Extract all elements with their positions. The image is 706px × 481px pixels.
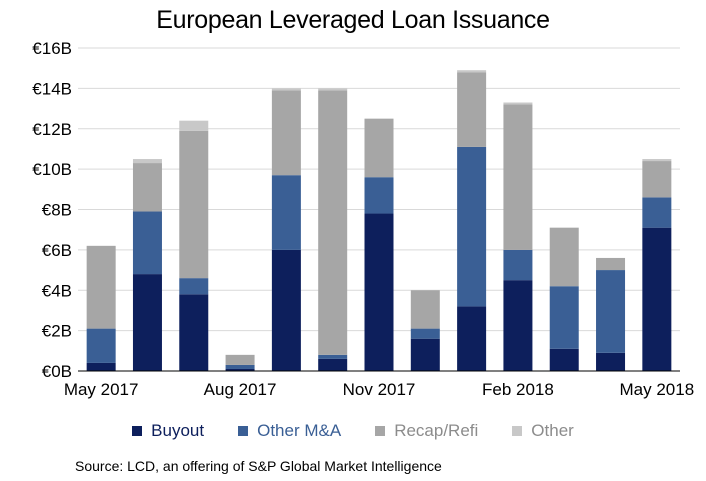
bar-segment [410,338,440,371]
bar-segment [549,286,579,349]
bar-segment [503,249,533,281]
bar-segment [549,348,579,371]
legend-label: Other [531,421,574,440]
x-tick-label: Nov 2017 [343,380,416,399]
bar-segment [271,90,301,176]
bar-segment [132,274,162,371]
bar-segment [318,354,348,359]
legend-item: Other [512,421,574,441]
x-tick-label: May 2017 [64,380,139,399]
legend-item: Recap/Refi [375,421,478,441]
bar-segment [364,177,394,214]
y-tick-label: €6B [42,241,72,260]
source-note: Source: LCD, an offering of S&P Global M… [75,458,442,474]
plot-area: €0B €2B €4B €6B €8B €10B €12B €14B €16B May 2017 A… [32,39,695,399]
bar-segment [457,72,487,147]
bar-segment [271,249,301,371]
legend-item: Other M&A [238,421,341,441]
bar-segment [596,270,626,353]
bar-segment [596,352,626,371]
bar-segment [225,368,255,371]
bar-segment [410,290,440,329]
y-tick-label: €16B [32,39,72,58]
x-tick-label: May 2018 [620,380,695,399]
bar-segment [179,130,209,279]
legend-swatch [512,426,523,436]
y-tick-label: €14B [32,79,72,98]
legend-swatch [132,426,143,436]
bar-segment [364,118,394,178]
bar-segment [271,88,301,91]
bar-segment [86,328,116,363]
bar-segment [642,159,672,162]
bar-segment [642,227,672,371]
bar-segment [132,163,162,212]
y-tick-label: €10B [32,160,72,179]
bar-segment [549,227,579,287]
y-tick-label: €2B [42,322,72,341]
legend-label: Other M&A [257,421,342,440]
bar-segment [410,328,440,339]
y-tick-label: €8B [42,201,72,220]
legend-item: Buyout [132,421,204,441]
y-tick-label: €0B [42,362,72,381]
bar-segment [132,211,162,275]
bar-segment [642,197,672,228]
bar-segment [132,159,162,164]
legend-swatch [375,426,386,436]
bar-segment [225,354,255,365]
y-tick-label: €4B [42,281,72,300]
bar-segment [86,245,116,329]
x-tick-label: Feb 2018 [482,380,554,399]
bar-segment [457,306,487,371]
bar-segment [364,213,394,371]
bar-segment [271,175,301,250]
bar-segment [503,104,533,250]
bar-segment [179,294,209,371]
bar-segment [457,70,487,73]
legend-label: Buyout [151,421,205,440]
chart-title: European Leveraged Loan Issuance [156,6,550,34]
bar-segment [457,146,487,307]
bar-segment [179,278,209,295]
bar-segment [642,161,672,198]
y-tick-label: €12B [32,120,72,139]
bar-segment [318,88,348,91]
bar-segment [318,358,348,371]
bar-segment [86,362,116,371]
bar-segment [503,102,533,105]
bar-segment [318,90,348,355]
x-tick-label: Aug 2017 [204,380,277,399]
legend-swatch [238,426,249,436]
bar-segment [596,257,626,271]
bar-segment [179,120,209,131]
legend-label: Recap/Refi [394,421,479,440]
bar-segment [225,364,255,369]
bar-segment [503,280,533,371]
legend: Buyout Other M&A Recap/Refi Other [0,421,706,441]
